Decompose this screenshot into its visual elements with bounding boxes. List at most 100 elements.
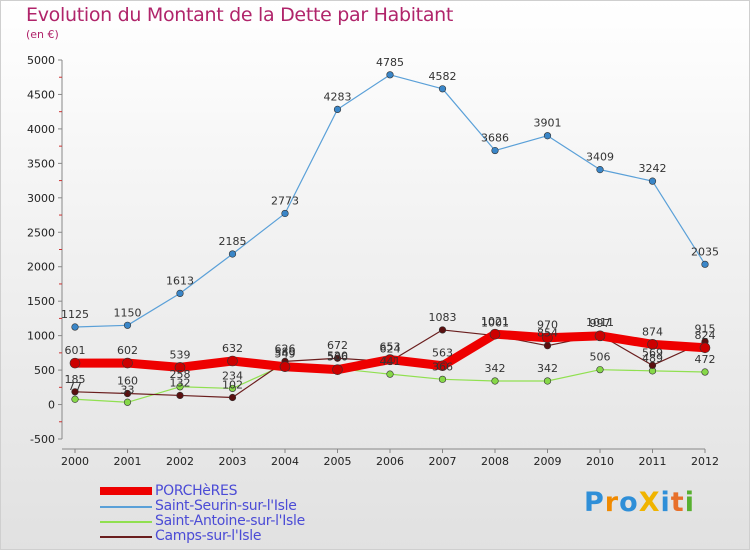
data-point-saint-antoine <box>71 395 79 403</box>
data-point-porcheres <box>174 362 186 373</box>
legend-label-saint-antoine: Saint-Antoine-sur-l'Isle <box>155 513 305 529</box>
y-tick-label: -500 <box>30 433 55 446</box>
data-point-saint-antoine <box>123 398 132 406</box>
data-label-porcheres: 602 <box>117 344 138 357</box>
logo-letter: r <box>604 487 620 518</box>
data-point-saint-antoine <box>386 370 394 378</box>
data-label-porcheres: 549 <box>275 348 296 361</box>
data-label-saint-seurin: 2185 <box>219 235 247 248</box>
chart-title: Evolution du Montant de la Dette par Hab… <box>26 4 454 26</box>
data-label-camps: 160 <box>117 375 138 388</box>
data-point-saint-antoine <box>543 377 552 385</box>
legend-label-porcheres: PORCHèRES <box>155 483 238 499</box>
x-tick-label: 2012 <box>691 455 719 468</box>
data-label-porcheres: 824 <box>695 329 716 342</box>
legend-item-porcheres: PORCHèRES <box>100 483 400 499</box>
data-point-porcheres <box>332 364 343 375</box>
data-label-saint-seurin: 3409 <box>586 151 614 164</box>
data-point-camps <box>438 326 447 334</box>
logo-letter: t <box>670 487 685 518</box>
data-label-saint-antoine: 580 <box>275 346 296 359</box>
data-label-saint-antoine: 342 <box>485 362 506 375</box>
y-tick-label: 2500 <box>27 226 55 239</box>
x-tick-label: 2010 <box>586 455 614 468</box>
legend-label-saint-seurin: Saint-Seurin-sur-l'Isle <box>155 498 297 514</box>
y-tick-label: 2000 <box>27 261 55 274</box>
data-label-saint-seurin: 4283 <box>324 90 352 103</box>
data-label-saint-seurin: 3242 <box>639 162 667 175</box>
data-label-porcheres: 506 <box>327 351 348 364</box>
logo-letter: o <box>619 487 639 518</box>
data-label-saint-antoine: 258 <box>170 368 191 381</box>
data-point-saint-seurin <box>491 146 499 155</box>
data-point-porcheres <box>437 360 448 372</box>
data-label-porcheres: 997 <box>590 317 611 330</box>
data-label-saint-seurin: 2035 <box>691 245 719 258</box>
data-label-saint-antoine: 520 <box>327 350 348 363</box>
data-label-saint-seurin: 1125 <box>61 308 89 321</box>
data-point-saint-antoine <box>228 384 237 393</box>
data-point-saint-seurin <box>438 85 447 93</box>
y-tick-label: 4500 <box>27 88 55 101</box>
data-label-camps: 854 <box>537 327 558 340</box>
unit-label: (en €) <box>26 28 59 41</box>
logo-letter: X <box>638 487 661 518</box>
legend-swatch-saint-seurin <box>100 506 152 508</box>
x-tick-label: 2000 <box>61 455 89 468</box>
data-label-camps: 624 <box>380 343 401 356</box>
y-tick-label: 3000 <box>27 192 55 205</box>
data-point-porcheres <box>647 339 658 350</box>
data-point-porcheres <box>227 355 238 367</box>
data-label-saint-antoine: 33 <box>121 383 135 396</box>
data-point-porcheres <box>489 328 501 340</box>
data-point-porcheres <box>699 342 711 354</box>
logo-letter: P <box>584 487 605 518</box>
data-point-camps <box>176 391 184 400</box>
data-point-saint-seurin <box>176 289 184 297</box>
data-point-camps <box>123 389 132 398</box>
data-point-saint-seurin <box>701 260 709 268</box>
x-tick-label: 2011 <box>639 455 667 468</box>
logo-letter: i <box>684 487 695 518</box>
data-label-porcheres: 970 <box>537 319 558 332</box>
data-point-camps <box>71 388 79 396</box>
data-label-camps: 102 <box>222 379 243 392</box>
data-label-camps: 132 <box>170 376 191 389</box>
data-label-saint-antoine: 506 <box>590 351 611 364</box>
data-label-porcheres: 653 <box>380 341 401 354</box>
data-point-saint-seurin <box>71 323 79 331</box>
data-label-saint-antoine: 489 <box>642 352 663 365</box>
data-point-saint-antoine <box>491 377 499 385</box>
data-label-saint-seurin: 3901 <box>534 117 562 130</box>
x-tick-label: 2009 <box>534 455 562 468</box>
y-tick-label: 3500 <box>27 157 55 170</box>
data-point-camps <box>228 393 237 402</box>
proxiti-logo: ProXiti <box>584 487 695 518</box>
x-tick-label: 2007 <box>429 455 457 468</box>
data-label-saint-seurin: 1150 <box>114 306 142 319</box>
data-label-porcheres: 563 <box>432 347 453 360</box>
data-label-saint-antoine: 472 <box>695 353 716 366</box>
data-point-saint-seurin <box>333 105 342 114</box>
x-tick-label: 2006 <box>376 455 404 468</box>
x-tick-label: 2001 <box>114 455 142 468</box>
data-label-saint-seurin: 2773 <box>271 194 299 207</box>
data-label-camps: 1011 <box>586 316 614 329</box>
data-label-porcheres: 601 <box>65 344 86 357</box>
data-point-saint-seurin <box>123 321 132 329</box>
y-tick-label: 0 <box>48 399 55 412</box>
y-tick-label: 500 <box>34 364 55 377</box>
legend-item-saint-seurin: Saint-Seurin-sur-l'Isle <box>100 498 400 514</box>
data-point-porcheres <box>542 332 553 344</box>
data-label-saint-seurin: 4582 <box>429 70 457 83</box>
data-label-camps: 915 <box>695 322 716 335</box>
data-point-porcheres <box>122 357 133 369</box>
y-tick-label: 5000 <box>27 54 55 67</box>
data-label-saint-antoine: 366 <box>432 360 453 373</box>
data-point-camps <box>543 342 552 350</box>
data-label-saint-antoine: 77 <box>68 380 82 393</box>
data-point-saint-seurin <box>648 177 657 185</box>
data-point-saint-seurin <box>281 209 289 218</box>
legend-item-camps: Camps-sur-l'Isle <box>100 528 400 544</box>
data-point-porcheres <box>384 354 396 365</box>
